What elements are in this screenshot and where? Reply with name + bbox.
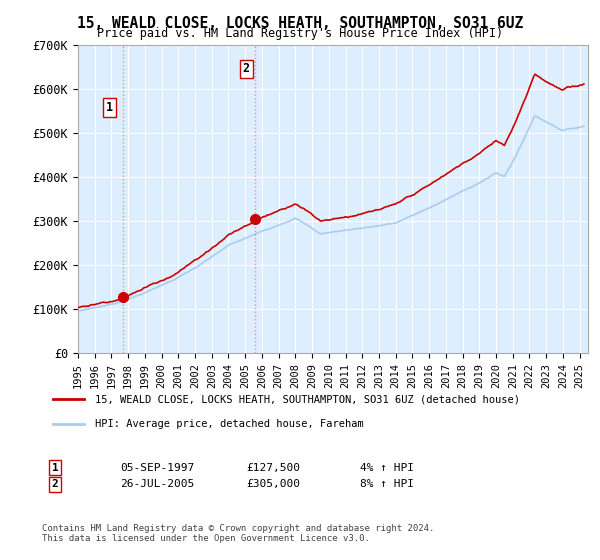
Text: £305,000: £305,000 <box>246 479 300 489</box>
Text: 2: 2 <box>242 63 250 76</box>
Text: £127,500: £127,500 <box>246 463 300 473</box>
Text: 1: 1 <box>52 463 59 473</box>
Text: Contains HM Land Registry data © Crown copyright and database right 2024.
This d: Contains HM Land Registry data © Crown c… <box>42 524 434 543</box>
Text: 15, WEALD CLOSE, LOCKS HEATH, SOUTHAMPTON, SO31 6UZ (detached house): 15, WEALD CLOSE, LOCKS HEATH, SOUTHAMPTO… <box>95 394 520 404</box>
Text: Price paid vs. HM Land Registry's House Price Index (HPI): Price paid vs. HM Land Registry's House … <box>97 27 503 40</box>
Text: 15, WEALD CLOSE, LOCKS HEATH, SOUTHAMPTON, SO31 6UZ: 15, WEALD CLOSE, LOCKS HEATH, SOUTHAMPTO… <box>77 16 523 31</box>
Text: HPI: Average price, detached house, Fareham: HPI: Average price, detached house, Fare… <box>95 419 364 429</box>
Text: 26-JUL-2005: 26-JUL-2005 <box>120 479 194 489</box>
Text: 1: 1 <box>106 101 113 114</box>
Text: 4% ↑ HPI: 4% ↑ HPI <box>360 463 414 473</box>
Text: 2: 2 <box>52 479 59 489</box>
Text: 8% ↑ HPI: 8% ↑ HPI <box>360 479 414 489</box>
Text: 05-SEP-1997: 05-SEP-1997 <box>120 463 194 473</box>
